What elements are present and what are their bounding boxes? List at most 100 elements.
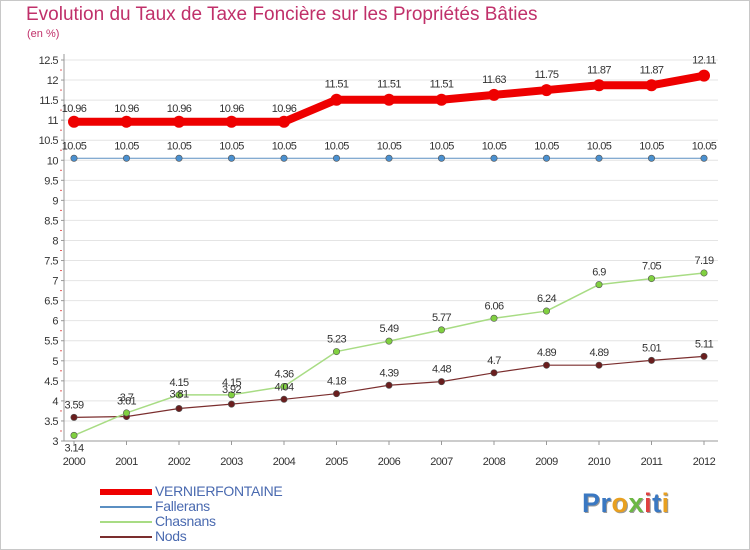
y-tick-label: 10.5 <box>39 135 59 147</box>
data-point <box>123 154 131 162</box>
data-point <box>123 409 131 417</box>
data-point <box>542 307 550 315</box>
data-point <box>437 154 445 162</box>
data-label: 10.05 <box>377 140 402 152</box>
data-point <box>593 79 605 92</box>
y-tick-label: 8.5 <box>44 215 58 227</box>
y-tick-label: 11 <box>48 115 59 127</box>
data-point <box>280 395 288 403</box>
data-point <box>70 154 78 162</box>
data-label: 10.96 <box>167 103 192 115</box>
data-label: 10.05 <box>272 140 297 152</box>
data-label: 11.87 <box>640 64 664 76</box>
logo-letter: t <box>652 488 662 518</box>
data-label: 4.89 <box>589 347 608 359</box>
data-point <box>330 93 343 106</box>
data-label: 10.96 <box>272 103 297 115</box>
y-tick-label: 4 <box>52 396 58 408</box>
data-label: 10.05 <box>692 140 717 152</box>
data-label: 10.05 <box>114 140 139 152</box>
y-tick-label: 5 <box>52 356 58 368</box>
data-label: 7.19 <box>694 255 713 267</box>
data-point <box>385 337 393 345</box>
data-point <box>332 390 340 398</box>
logo-letter: o <box>611 488 629 518</box>
data-label: 6.9 <box>592 267 606 279</box>
data-point <box>228 400 236 408</box>
x-tick-label: 2003 <box>220 456 243 468</box>
y-tick-label: 6 <box>52 316 58 328</box>
data-point <box>595 154 603 162</box>
data-point <box>70 413 78 421</box>
data-point <box>332 154 340 162</box>
data-point <box>595 281 603 289</box>
data-label: 4.18 <box>327 376 346 388</box>
data-point <box>542 154 550 162</box>
y-tick-label: 12.5 <box>39 55 59 67</box>
y-tick-label: 3.5 <box>44 416 58 428</box>
data-point <box>647 154 655 162</box>
data-point <box>228 154 236 162</box>
y-tick-label: 11.5 <box>39 95 58 107</box>
x-tick-label: 2002 <box>168 456 191 468</box>
data-point <box>175 391 183 399</box>
data-point <box>280 154 288 162</box>
y-axis: 3 3.5 4 4.5 5 5.5 6 6.5 7 7.5 8 8.5 9 9.5 10 10.5 11 11.5… <box>39 54 65 448</box>
x-axis: 2000 2001 2002 2003 2004 2005 2006 2007 2008 2009… <box>63 440 718 468</box>
data-label: 4.39 <box>379 367 398 379</box>
data-label: 5.77 <box>432 312 451 324</box>
data-label: 6.06 <box>484 300 503 312</box>
series-fallerans <box>70 154 708 162</box>
data-point <box>70 431 78 439</box>
data-point <box>647 356 655 364</box>
data-label: 3.7 <box>120 392 134 404</box>
data-label: 4.89 <box>537 347 556 359</box>
data-label: 10.96 <box>114 103 139 115</box>
data-point <box>540 84 553 97</box>
data-label: 11.51 <box>430 79 454 91</box>
data-label: 10.05 <box>587 140 612 152</box>
data-point <box>595 361 603 369</box>
data-label: 3.14 <box>64 442 83 454</box>
data-point <box>278 115 290 128</box>
data-label: 10.05 <box>324 140 349 152</box>
data-point <box>173 115 185 128</box>
data-point <box>383 93 395 106</box>
y-tick-label: 9 <box>52 195 58 207</box>
data-point <box>490 369 498 377</box>
x-tick-label: 2001 <box>115 456 138 468</box>
logo-letter: r <box>600 488 612 518</box>
y-tick-label: 3 <box>52 436 58 448</box>
x-tick-label: 2007 <box>430 456 453 468</box>
data-point <box>645 79 658 92</box>
data-label: 12.11 <box>692 55 716 67</box>
data-point <box>175 154 183 162</box>
data-point <box>700 269 708 277</box>
data-point <box>332 348 340 356</box>
data-point <box>542 361 550 369</box>
y-tick-label: 7 <box>52 276 58 288</box>
data-point <box>700 154 708 162</box>
data-label: 11.87 <box>587 64 611 76</box>
data-point <box>490 154 498 162</box>
data-label: 5.49 <box>379 323 398 335</box>
data-label: 10.05 <box>429 140 454 152</box>
data-label: 7.05 <box>642 261 661 273</box>
data-label: 5.01 <box>642 342 661 354</box>
y-tick-label: 10 <box>47 155 59 167</box>
data-label: 4.36 <box>274 368 293 380</box>
x-tick-label: 2011 <box>641 456 663 468</box>
data-point <box>698 69 710 82</box>
x-tick-label: 2005 <box>325 456 348 468</box>
data-label: 10.96 <box>219 103 244 115</box>
data-point <box>120 115 133 128</box>
data-point <box>437 378 445 386</box>
legend-label: Fallerans <box>155 498 210 514</box>
y-tick-label: 4.5 <box>44 376 58 388</box>
data-label: 3.61 <box>117 396 136 408</box>
series-vernierfontaine <box>68 69 710 128</box>
x-tick-label: 2012 <box>693 456 716 468</box>
x-tick-label: 2004 <box>273 456 296 468</box>
